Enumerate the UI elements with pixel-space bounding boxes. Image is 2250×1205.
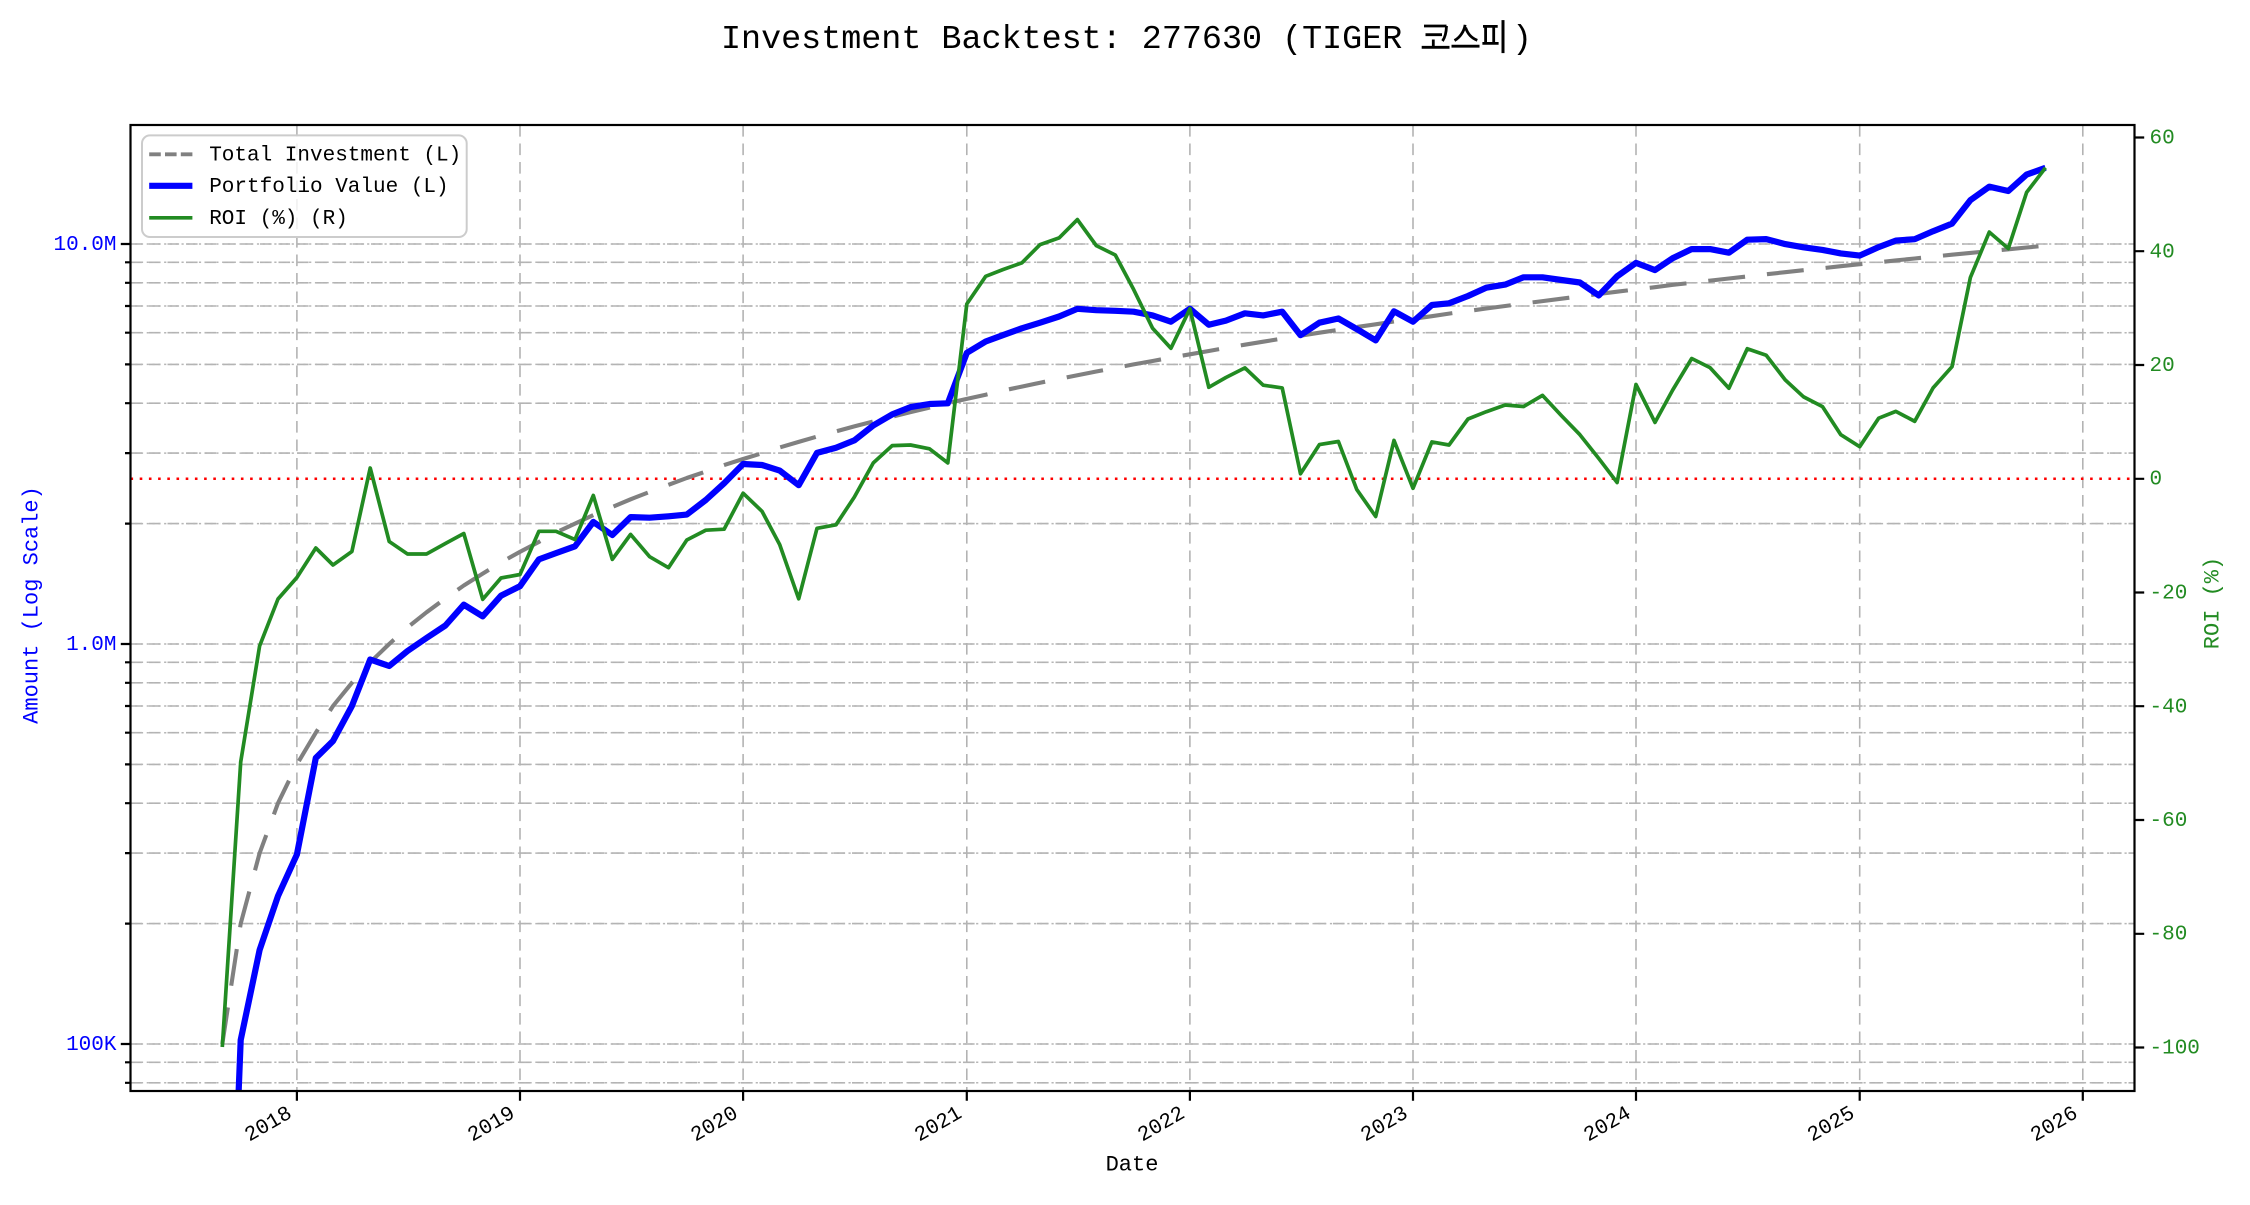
svg-text:-20: -20 xyxy=(2150,583,2188,606)
svg-text:ROI (%) (R): ROI (%) (R) xyxy=(209,208,348,231)
svg-text:Amount (Log Scale): Amount (Log Scale) xyxy=(20,486,45,724)
svg-text:60: 60 xyxy=(2150,128,2175,151)
svg-text:1.0M: 1.0M xyxy=(66,634,116,657)
svg-text:-80: -80 xyxy=(2150,924,2188,947)
svg-text:Total Investment (L): Total Investment (L) xyxy=(209,144,461,167)
svg-text:-100: -100 xyxy=(2150,1038,2200,1061)
svg-text:Date: Date xyxy=(1106,1153,1159,1178)
svg-text:ROI (%): ROI (%) xyxy=(2201,557,2226,649)
svg-text:Investment Backtest: 277630 (T: Investment Backtest: 277630 (TIGER xyxy=(721,21,1422,59)
svg-text:0: 0 xyxy=(2150,469,2163,492)
svg-text:-60: -60 xyxy=(2150,810,2188,833)
svg-text:40: 40 xyxy=(2150,241,2175,264)
svg-text:10.0M: 10.0M xyxy=(53,234,116,257)
svg-text:): ) xyxy=(1512,21,1532,59)
svg-text:100K: 100K xyxy=(66,1034,117,1057)
svg-text:Portfolio Value (L): Portfolio Value (L) xyxy=(209,176,448,199)
svg-text:-40: -40 xyxy=(2150,696,2188,719)
svg-text:20: 20 xyxy=(2150,355,2175,378)
